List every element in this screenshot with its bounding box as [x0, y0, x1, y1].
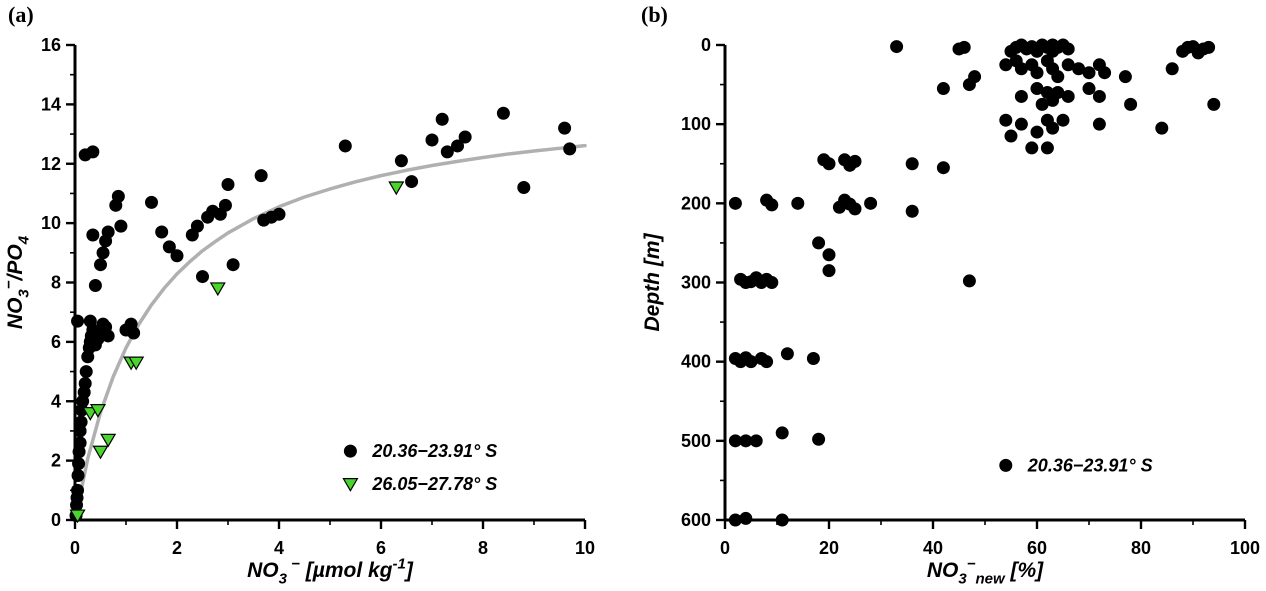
- panel-b-label: (b): [641, 2, 668, 27]
- x-tick-label: 80: [1131, 538, 1151, 558]
- y-tick-label: 0: [701, 35, 711, 55]
- legend-marker-circle: [999, 458, 1013, 472]
- x-tick-label: 4: [274, 538, 284, 558]
- x-tick-label: 6: [376, 538, 386, 558]
- legend-marker-circle: [343, 444, 357, 458]
- y-tick-label: 600: [681, 510, 711, 530]
- y-tick-label: 12: [41, 154, 61, 174]
- panel-a: (a) 0 2 4 6 8 10 0 2 4 6 8 10 12 14 16 20.36−23.91° S 26…: [1, 2, 595, 588]
- legend-label: 20.36−23.91° S: [1027, 455, 1153, 475]
- x-tick-label: 60: [1027, 538, 1047, 558]
- legend: 20.36−23.91° S: [999, 455, 1153, 475]
- axes: 0 20 40 60 80 100 0 100 200 300 400 500 600: [681, 35, 1260, 558]
- y-tick-label: 8: [51, 273, 61, 293]
- y-tick-label: 100: [681, 114, 711, 134]
- y-tick-label: 2: [51, 451, 61, 471]
- axes: 0 2 4 6 8 10 0 2 4 6 8 10 12 14 16: [41, 35, 595, 558]
- y-tick-label: 200: [681, 193, 711, 213]
- legend-label: 20.36−23.91° S: [371, 441, 497, 461]
- x-tick-label: 0: [70, 538, 80, 558]
- legend: 20.36−23.91° S 26.05−27.78° S: [342, 441, 497, 494]
- x-tick-label: 40: [923, 538, 943, 558]
- x-axis-label: NO3 − [µmol kg-1]: [247, 556, 414, 588]
- x-tick-label: 2: [172, 538, 182, 558]
- panel-a-label: (a): [8, 2, 34, 27]
- legend-marker-triangle: [342, 478, 359, 492]
- x-tick-label: 8: [478, 538, 488, 558]
- scatter-plot-depth-vs-no3new: 0 20 40 60 80 100 0 100 200 300 400 500 600 20.36−23.…: [641, 35, 1260, 588]
- scatter-plot-no3po4-vs-no3: 0 2 4 6 8 10 0 2 4 6 8 10 12 14 16 20.36−23.91° S 26.05−…: [1, 35, 595, 588]
- y-axis-label: Depth [m]: [641, 233, 664, 332]
- legend-label: 26.05−27.78° S: [371, 474, 497, 494]
- y-tick-label: 0: [51, 510, 61, 530]
- y-tick-label: 6: [51, 332, 61, 352]
- y-tick-label: 4: [51, 391, 61, 411]
- x-tick-label: 100: [1230, 538, 1260, 558]
- y-tick-label: 16: [41, 35, 61, 55]
- y-axis-label: NO3−/PO4: [1, 235, 33, 329]
- series-triangle-down: [69, 181, 405, 524]
- panel-b: (b) 0 20 40 60 80 100 0 100 200 300 400 500 600 20.36…: [633, 0, 1266, 591]
- x-axis-label: NO3−new [%]: [927, 556, 1044, 588]
- y-tick-label: 300: [681, 273, 711, 293]
- fit-curve: [73, 143, 587, 522]
- y-tick-label: 10: [41, 213, 61, 233]
- x-tick-label: 20: [819, 538, 839, 558]
- y-tick-label: 400: [681, 352, 711, 372]
- x-tick-label: 10: [575, 538, 595, 558]
- y-tick-label: 500: [681, 431, 711, 451]
- x-tick-label: 0: [720, 538, 730, 558]
- y-tick-label: 14: [41, 94, 61, 114]
- series-circle: [728, 38, 1221, 527]
- series-circle: [69, 106, 577, 523]
